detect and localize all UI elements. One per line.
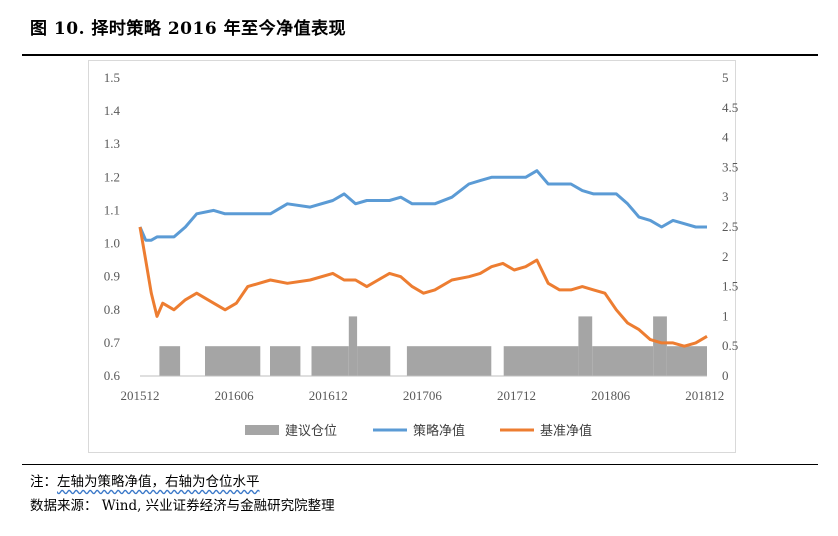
left-axis-tick-label: 0.7 — [104, 335, 121, 350]
x-axis-tick-label: 201706 — [403, 388, 443, 403]
left-axis-tick-label: 1.3 — [104, 136, 120, 151]
legend-label: 基准净值 — [540, 423, 592, 439]
top-rule — [22, 54, 818, 56]
right-axis-tick-label: 4.5 — [722, 100, 738, 115]
bottom-rule — [22, 464, 818, 465]
note-axes: 注：左轴为策略净值，右轴为仓位水平 — [30, 470, 260, 490]
position-bar — [348, 316, 358, 376]
figure-title: 图 10. 择时策略 2016 年至今净值表现 — [30, 19, 347, 39]
position-bar — [270, 346, 301, 376]
position-bar — [311, 346, 349, 376]
left-axis-tick-label: 1.5 — [104, 70, 120, 85]
right-axis-tick-label: 2 — [722, 249, 729, 264]
right-axis-tick-label: 4 — [722, 130, 729, 145]
note-prefix: 注： — [30, 474, 57, 490]
right-axis-tick-label: 0 — [722, 368, 729, 383]
left-axis-tick-label: 0.6 — [104, 368, 121, 383]
right-axis-tick-label: 1 — [722, 308, 729, 323]
left-axis-tick-label: 0.9 — [104, 269, 120, 284]
x-axis-tick-label: 201812 — [685, 388, 724, 403]
position-bar — [653, 316, 667, 376]
chart-frame — [88, 60, 736, 453]
legend-label: 建议仓位 — [285, 424, 337, 439]
position-bar — [666, 346, 707, 376]
strategy-line — [138, 169, 707, 242]
note-text: 左轴为策略净值，右轴为仓位水平 — [57, 474, 260, 490]
position-bar — [205, 346, 261, 376]
right-axis-tick-label: 3.5 — [722, 159, 738, 174]
right-axis-tick-label: 0.5 — [722, 338, 738, 353]
x-axis-tick-label: 201606 — [215, 388, 255, 403]
benchmark-line — [138, 226, 708, 348]
position-bar — [159, 346, 181, 376]
position-bar — [357, 346, 391, 376]
axes: 1.5 1.4 1.3 1.2 1.1 1.0 0.9 0.8 0.7 0.6 5 4.5 4 3.5 3 2… — [104, 70, 739, 403]
left-axis-tick-label: 0.8 — [104, 302, 120, 317]
position-bar — [578, 316, 593, 376]
right-axis-tick-label: 3 — [722, 189, 729, 204]
x-axis-tick-label: 201512 — [121, 388, 160, 403]
left-axis-tick-label: 1.0 — [104, 236, 120, 251]
left-axis-tick-label: 1.2 — [104, 169, 120, 184]
legend-label: 策略净值 — [413, 423, 465, 439]
x-axis-tick-label: 201612 — [309, 388, 348, 403]
legend-swatch-position — [245, 425, 279, 435]
left-axis-tick-label: 1.1 — [104, 202, 120, 217]
position-bar — [503, 346, 579, 376]
right-axis-tick-label: 5 — [722, 70, 729, 85]
position-bar — [592, 346, 653, 376]
series-lines — [138, 169, 708, 348]
right-axis-tick-label: 1.5 — [722, 279, 738, 294]
legend: 建议仓位 策略净值 基准净值 — [245, 423, 592, 439]
position-bars — [159, 316, 707, 376]
left-axis-tick-label: 1.4 — [104, 103, 121, 118]
x-axis-tick-label: 201806 — [591, 388, 631, 403]
position-bar — [406, 346, 492, 376]
note-source: 数据来源： Wind, 兴业证券经济与金融研究院整理 — [30, 498, 335, 514]
right-axis-tick-label: 2.5 — [722, 219, 738, 234]
x-axis-tick-label: 201712 — [497, 388, 536, 403]
